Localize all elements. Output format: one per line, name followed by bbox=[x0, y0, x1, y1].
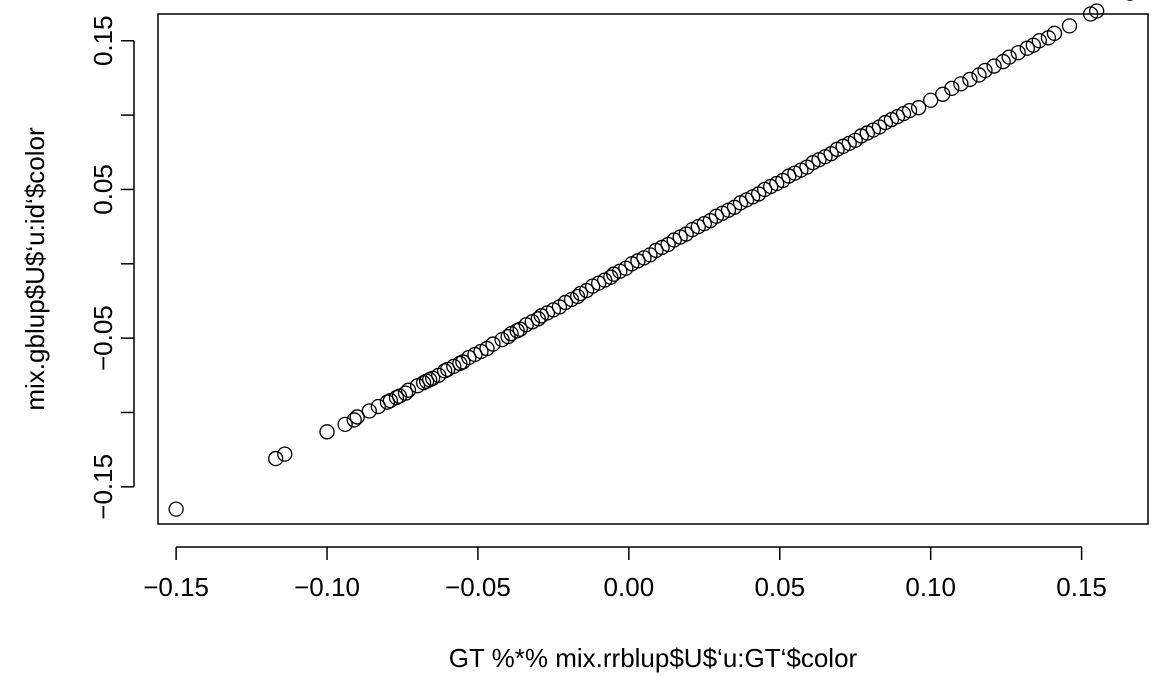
y-tick-label: 0.05 bbox=[88, 164, 118, 215]
data-points bbox=[168, 0, 1134, 517]
data-point bbox=[370, 398, 386, 415]
data-point bbox=[268, 450, 284, 467]
data-point bbox=[500, 329, 516, 345]
data-point bbox=[168, 501, 184, 517]
data-point bbox=[923, 92, 939, 108]
data-point bbox=[485, 336, 501, 352]
data-point bbox=[1046, 25, 1063, 41]
x-tick-label: 0.00 bbox=[604, 572, 655, 602]
y-axis: −0.15 −0.05 0.05 0.15 bbox=[88, 15, 135, 520]
data-point bbox=[337, 416, 353, 433]
data-point bbox=[953, 76, 969, 92]
data-point bbox=[910, 100, 927, 116]
data-point bbox=[1031, 33, 1047, 49]
data-point bbox=[379, 394, 396, 410]
data-point bbox=[349, 409, 365, 425]
x-tick-label: −0.10 bbox=[294, 572, 360, 602]
data-point bbox=[1089, 3, 1105, 19]
plot-box bbox=[157, 13, 1149, 525]
data-point bbox=[437, 363, 453, 379]
data-point bbox=[400, 382, 417, 398]
data-point bbox=[397, 385, 414, 401]
y-tick-label: 0.15 bbox=[88, 15, 118, 66]
x-tick-label: −0.15 bbox=[143, 572, 209, 602]
y-tick-label: −0.15 bbox=[88, 454, 118, 520]
y-axis-title: mix.gblup$U$‘u:id‘$color bbox=[20, 127, 50, 411]
x-tick-label: 0.05 bbox=[754, 572, 805, 602]
x-tick-label: 0.15 bbox=[1056, 572, 1107, 602]
data-point bbox=[1001, 49, 1017, 65]
data-point bbox=[935, 86, 951, 102]
x-tick-label: 0.10 bbox=[905, 572, 956, 602]
x-tick-label: −0.05 bbox=[445, 572, 511, 602]
data-point bbox=[977, 62, 993, 79]
data-point bbox=[1061, 18, 1078, 34]
data-point bbox=[388, 389, 405, 406]
data-point bbox=[509, 323, 525, 339]
data-point bbox=[530, 311, 546, 327]
data-point bbox=[986, 58, 1002, 74]
data-point bbox=[346, 412, 362, 428]
data-point bbox=[421, 372, 438, 388]
data-point bbox=[319, 424, 335, 440]
data-point bbox=[569, 288, 586, 305]
data-point bbox=[962, 71, 978, 88]
data-point bbox=[452, 355, 468, 372]
x-axis-title: GT %*% mix.rrblup$U$‘u:GT‘$color bbox=[449, 643, 858, 673]
y-tick-label: −0.05 bbox=[88, 305, 118, 371]
x-axis: −0.15 −0.10 −0.05 0.00 0.05 0.10 0.15 bbox=[143, 546, 1107, 602]
data-point bbox=[1010, 45, 1026, 61]
data-point bbox=[944, 80, 960, 96]
data-point bbox=[603, 269, 619, 285]
data-point bbox=[901, 102, 918, 119]
data-point bbox=[361, 403, 377, 419]
data-point bbox=[277, 446, 293, 462]
